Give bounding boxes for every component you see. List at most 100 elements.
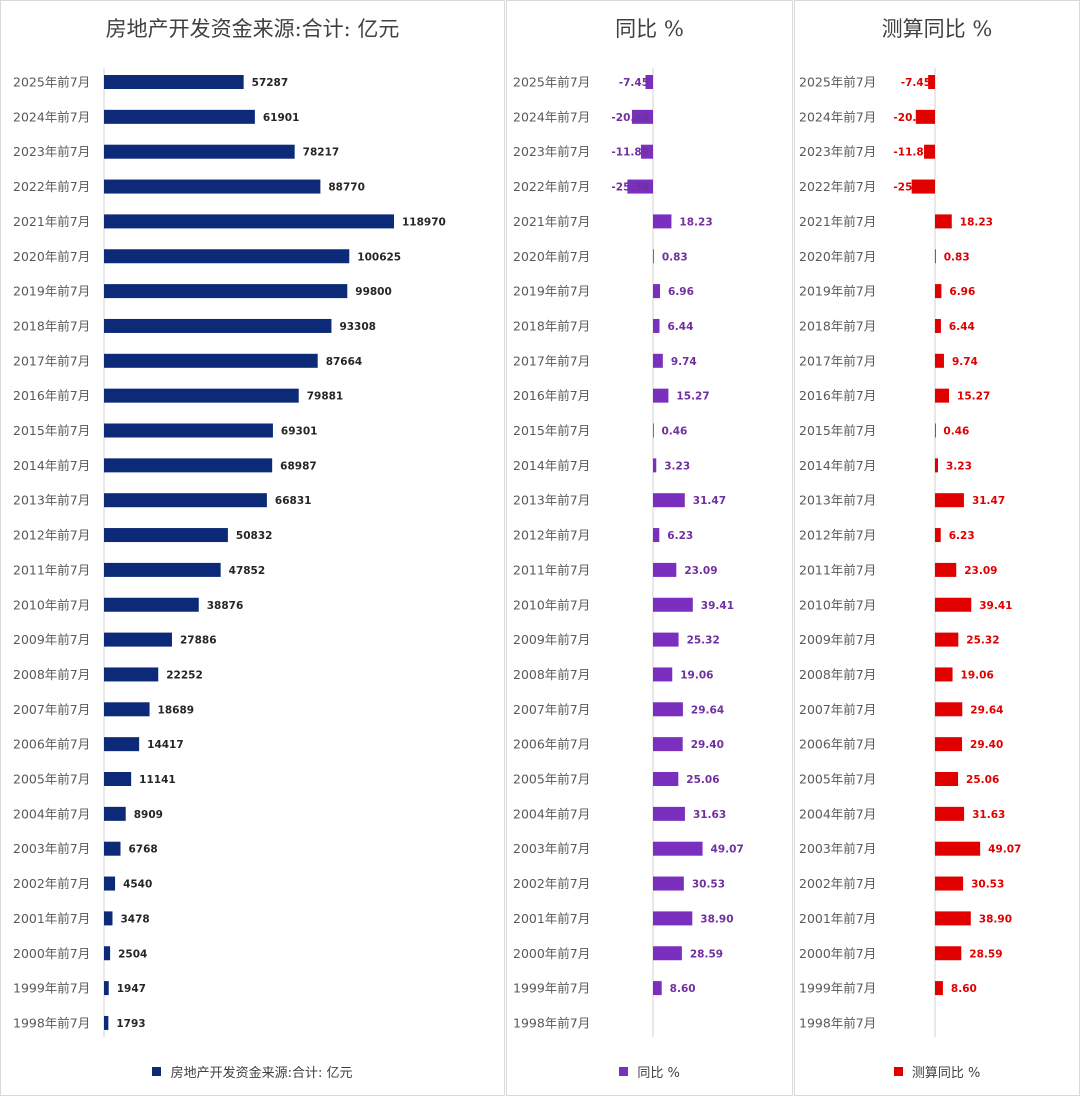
data-label: -20.86: [893, 112, 931, 124]
data-label: 11141: [139, 774, 176, 786]
data-label: 19.06: [680, 669, 713, 681]
bar: [653, 632, 679, 647]
bar: [104, 353, 318, 368]
category-label: 2015年前7月: [799, 423, 876, 438]
data-label: 57287: [252, 77, 289, 89]
bar: [653, 772, 679, 786]
category-label: 2022年前7月: [13, 179, 90, 194]
data-label: -20.86: [611, 112, 649, 124]
bar: [104, 946, 111, 961]
bar: [653, 946, 682, 961]
category-label: 2013年前7月: [13, 493, 90, 508]
bar: [935, 806, 965, 821]
legend-label: 测算同比 %: [911, 1066, 981, 1081]
bar: [924, 144, 935, 159]
data-label: 30.53: [971, 879, 1004, 891]
bar: [104, 318, 332, 333]
bar: [653, 667, 673, 682]
bar: [935, 946, 962, 961]
category-label: 2005年前7月: [799, 772, 876, 787]
chart-legend: 同比 %: [507, 1062, 792, 1081]
data-label: 6.44: [949, 321, 975, 333]
category-label: 2012年前7月: [513, 528, 590, 543]
bar: [935, 737, 963, 752]
category-label: 2014年前7月: [799, 458, 876, 473]
bar: [935, 632, 959, 647]
category-label: 2024年前7月: [13, 109, 90, 124]
data-label: 14417: [147, 739, 184, 751]
bar-chart-yoy: 2025年前7月 -7.45 2024年前7月 -20.86 2023年前7月 -11.8…: [513, 68, 744, 1037]
category-label: 2007年前7月: [513, 702, 590, 717]
bar: [104, 458, 273, 473]
category-label: 2017年前7月: [799, 353, 876, 368]
category-label: 2010年前7月: [13, 597, 90, 612]
bar: [104, 772, 132, 786]
category-label: 1998年前7月: [13, 1015, 90, 1030]
bar: [915, 109, 935, 124]
category-label: 2019年前7月: [799, 284, 876, 299]
category-label: 2009年前7月: [13, 632, 90, 647]
chart-legend: 测算同比 %: [795, 1062, 1079, 1081]
chart-title: 房地产开发资金来源:合计: 亿元: [105, 17, 400, 41]
data-label: 23.09: [684, 565, 717, 577]
data-label: -7.45: [901, 77, 931, 89]
bar: [935, 981, 943, 996]
bar: [104, 737, 140, 752]
data-label: 69301: [281, 426, 318, 438]
category-label: 2007年前7月: [13, 702, 90, 717]
category-label: 2025年前7月: [799, 75, 876, 90]
category-label: 2005年前7月: [513, 772, 590, 787]
category-label: 2025年前7月: [513, 75, 590, 90]
data-label: 25.32: [966, 635, 999, 647]
data-label: 6.96: [668, 286, 694, 298]
category-label: 2002年前7月: [513, 876, 590, 891]
bar: [653, 353, 663, 368]
bar: [935, 841, 981, 856]
category-label: 1999年前7月: [513, 981, 590, 996]
bar: [911, 179, 935, 194]
bar: [631, 109, 653, 124]
category-label: 2001年前7月: [513, 911, 590, 926]
category-label: 2001年前7月: [799, 911, 876, 926]
data-label: 6.96: [949, 286, 975, 298]
bar: [935, 562, 957, 577]
category-label: 2009年前7月: [513, 632, 590, 647]
bar: [653, 493, 685, 508]
category-label: 2020年前7月: [799, 249, 876, 264]
category-label: 2019年前7月: [13, 284, 90, 299]
bar: [104, 214, 394, 229]
data-label: 6.23: [667, 530, 693, 542]
bar: [104, 144, 295, 159]
category-label: 2004年前7月: [13, 806, 90, 821]
category-label: 2016年前7月: [13, 388, 90, 403]
bar: [653, 702, 683, 717]
category-label: 2003年前7月: [13, 841, 90, 856]
category-label: 2004年前7月: [513, 806, 590, 821]
bar: [935, 458, 938, 473]
category-label: 2008年前7月: [13, 667, 90, 682]
data-label: 18689: [158, 704, 195, 716]
category-label: 1999年前7月: [13, 981, 90, 996]
data-label: 27886: [180, 635, 217, 647]
data-label: 22252: [166, 669, 203, 681]
data-label: 99800: [355, 286, 392, 298]
category-label: 2024年前7月: [799, 109, 876, 124]
data-label: 18.23: [960, 216, 993, 228]
bar: [104, 179, 321, 194]
data-label: 118970: [402, 216, 446, 228]
bar-chart-estimated-yoy: 2025年前7月 -7.45 2024年前7月 -20.86 2023年前7月 -11.8…: [799, 68, 1021, 1037]
data-label: 8909: [134, 809, 163, 821]
data-label: 31.47: [972, 495, 1005, 507]
data-label: 100625: [357, 251, 401, 263]
category-label: 2012年前7月: [799, 528, 876, 543]
bar: [104, 911, 113, 926]
bar: [104, 75, 244, 89]
data-label: 0.83: [662, 251, 688, 263]
bar: [935, 493, 964, 508]
data-label: 39.41: [979, 600, 1012, 612]
bar: [935, 318, 941, 333]
category-label: 2011年前7月: [513, 562, 590, 577]
category-label: 2021年前7月: [513, 214, 590, 229]
data-label: 25.06: [686, 774, 719, 786]
bar-chart-funding: 2025年前7月 57287 2024年前7月 61901 2023年前7月 78217 2…: [13, 68, 446, 1037]
